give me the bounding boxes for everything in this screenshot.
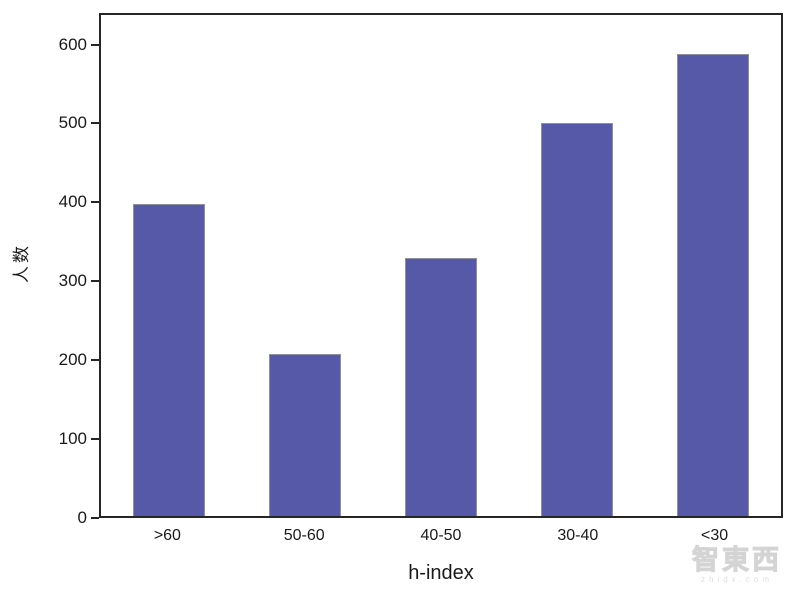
watermark-url-text: zhidx.com (700, 575, 773, 584)
x-tick-label->60: >60 (153, 527, 181, 544)
plot-area (99, 13, 783, 518)
y-tick-mark (91, 122, 99, 125)
x-tick-label-30-40: 30-40 (557, 527, 599, 544)
y-tick-label-0: 0 (77, 508, 87, 527)
y-tick-label-500: 500 (58, 113, 87, 133)
bar-40-50 (405, 257, 477, 516)
y-tick-mark (91, 201, 99, 204)
x-tick-label-50-60: 50-60 (283, 527, 325, 544)
watermark: 智東西 zhidx.com (692, 546, 782, 585)
x-tick-label-40-50: 40-50 (420, 527, 462, 544)
y-tick-mark (91, 438, 99, 441)
bar->60 (133, 204, 205, 516)
y-tick-mark (91, 359, 99, 362)
bar-50-60 (269, 353, 341, 516)
y-tick-mark (91, 517, 99, 519)
y-tick-label-600: 600 (58, 34, 87, 54)
y-tick-label-300: 300 (58, 271, 87, 291)
y-tick-mark (91, 280, 99, 283)
bar-<30 (677, 54, 749, 516)
y-tick-mark (91, 43, 99, 46)
bar-30-40 (541, 123, 613, 516)
y-tick-label-400: 400 (58, 192, 87, 212)
watermark-logo-text: 智東西 (692, 545, 782, 575)
x-tick-label-<30: <30 (701, 527, 729, 544)
x-axis-label: h-index (408, 562, 474, 584)
y-tick-label-100: 100 (58, 429, 87, 449)
y-tick-label-200: 200 (58, 350, 87, 370)
